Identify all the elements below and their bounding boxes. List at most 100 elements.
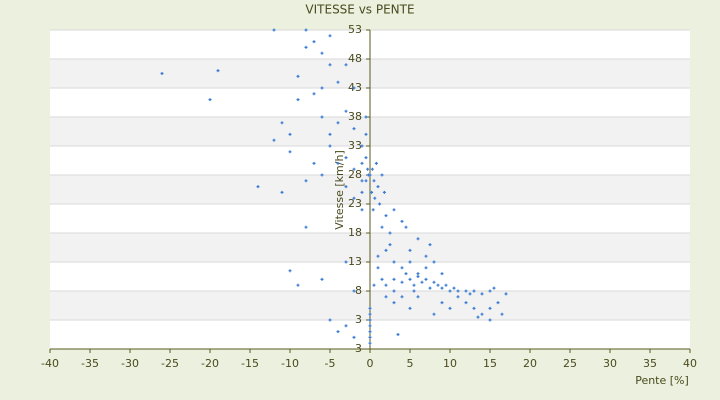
point [280,121,284,125]
point [432,312,436,316]
point [400,280,404,284]
point [352,196,356,200]
point [320,51,324,55]
x-tick-label: 5 [407,357,414,370]
point [496,301,500,305]
point [216,69,220,73]
point [208,98,212,102]
point [404,272,408,276]
point [416,275,420,278]
point [368,341,372,345]
x-tick-label: -25 [161,357,179,370]
x-tick-label: -15 [241,357,259,370]
point [440,272,444,276]
y-tick-label: 18 [348,226,362,239]
point [392,260,396,264]
point [384,283,388,287]
point [428,286,432,290]
point [468,292,472,296]
point [400,266,404,270]
x-tick-label: -30 [121,357,139,370]
point [440,286,444,290]
point [373,196,377,200]
point [400,295,404,299]
point [288,269,292,273]
point [368,330,372,334]
y-tick-label: 23 [348,197,362,210]
point [376,185,380,189]
point [304,225,308,229]
point [408,277,412,281]
x-tick-label: 20 [523,357,537,370]
y-tick-label: 3 [355,313,362,326]
point [368,306,372,310]
point [400,219,404,223]
x-tick-label: 30 [603,357,617,370]
y-tick-label: 38 [348,110,362,123]
point [448,306,452,310]
point [392,208,396,212]
point [448,289,452,293]
point [288,132,292,136]
point [344,260,348,264]
point [456,289,460,293]
point [320,115,324,119]
point [368,318,372,322]
point [492,286,496,290]
point [420,280,424,284]
point [424,277,428,281]
point [500,312,504,316]
point [336,330,340,334]
point [368,312,372,316]
point [320,277,324,281]
point [456,295,460,299]
point [352,335,356,339]
point [328,34,332,38]
x-tick-label: -20 [201,357,219,370]
point [432,280,436,284]
point [160,72,164,75]
point [504,292,508,296]
point [312,92,316,96]
point [280,190,284,194]
point [336,161,340,165]
point [304,28,308,32]
point [344,63,348,67]
point [444,283,448,287]
point [464,301,468,305]
point [328,144,332,148]
point [296,74,300,78]
point [352,289,356,293]
y-tick-label: 13 [348,255,362,268]
point [416,237,420,241]
y-axis-title: Vitesse [km/h] [333,150,346,230]
point [360,179,364,183]
point [488,289,492,293]
point [392,289,396,293]
point [344,185,348,189]
point [370,190,374,194]
x-tick-label: 40 [683,357,697,370]
point [392,301,396,305]
point [272,138,276,142]
point [370,167,374,171]
point [412,289,416,293]
point [440,301,444,305]
point [392,277,396,281]
point [428,243,432,247]
point [372,283,376,287]
point [360,190,364,194]
x-tick-label: 35 [643,357,657,370]
point [296,98,300,102]
point [366,167,370,171]
point [344,156,348,160]
point [404,225,408,229]
point [371,208,375,212]
y-tick-label: 53 [348,23,362,36]
point [312,161,316,165]
point [328,132,332,136]
point [368,335,372,339]
point [320,86,324,90]
point [304,45,308,49]
point [476,315,480,319]
